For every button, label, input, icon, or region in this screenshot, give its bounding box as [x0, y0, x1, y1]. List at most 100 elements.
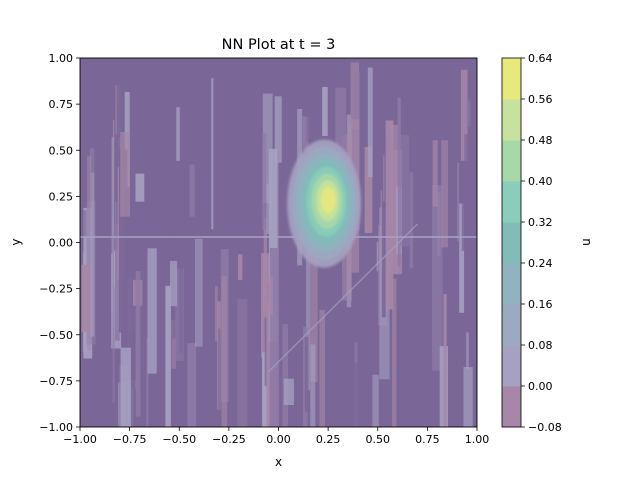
texture-band [266, 373, 272, 427]
colorbar-segment [502, 58, 521, 100]
texture-band [400, 134, 410, 247]
x-tick-label: 1.00 [465, 433, 490, 446]
x-tick-label: 0.25 [316, 433, 341, 446]
texture-band [461, 168, 470, 251]
x-tick-label: −0.50 [162, 433, 196, 446]
texture-band [268, 148, 278, 342]
texture-band [364, 147, 373, 234]
x-tick-label: −1.00 [63, 433, 97, 446]
y-tick-label: 0.25 [49, 190, 74, 203]
texture-band [274, 96, 282, 163]
texture-band [309, 200, 318, 383]
texture-band [120, 132, 131, 217]
texture-band [81, 264, 93, 332]
texture-band [127, 200, 133, 379]
texture-band [146, 337, 149, 427]
colorbar-segment [502, 140, 521, 182]
texture-band [237, 298, 248, 427]
colorbar-segment [502, 222, 521, 264]
texture-line [268, 223, 418, 373]
texture-band [171, 320, 177, 369]
texture-band [102, 222, 107, 339]
texture-band [282, 324, 289, 427]
texture-band [463, 367, 473, 427]
texture-band [456, 351, 462, 427]
texture-band [310, 344, 316, 427]
texture-band [187, 343, 197, 427]
texture-band [263, 218, 268, 296]
texture-band [254, 381, 258, 427]
texture-band [258, 145, 265, 211]
colorbar-tick-label: 0.40 [528, 175, 553, 188]
y-tick-label: 0.00 [49, 237, 74, 250]
texture-band [115, 201, 120, 341]
texture-band [179, 216, 183, 353]
colorbar-tick-label: 0.48 [528, 134, 553, 147]
x-tick-label: −0.75 [113, 433, 147, 446]
colorbar-segment [502, 386, 521, 428]
x-tick-label: 0.00 [266, 433, 291, 446]
texture-band [372, 374, 379, 427]
texture-band [466, 332, 469, 369]
texture-band [349, 362, 359, 427]
texture-band [435, 66, 441, 118]
y-tick-label: −0.75 [39, 375, 73, 388]
colorbar-segment [502, 263, 521, 305]
texture-band [283, 378, 294, 405]
texture-band [367, 67, 373, 178]
colorbar-segment [502, 345, 521, 387]
texture-band [254, 237, 260, 417]
texture-band [409, 172, 414, 269]
colorbar-label: u [579, 238, 593, 246]
texture-band [389, 124, 398, 274]
chart-title: NN Plot at t = 3 [222, 37, 336, 53]
texture-band [173, 181, 178, 251]
texture-band [114, 102, 119, 251]
texture-band [211, 78, 214, 230]
x-axis: −1.00 −0.75 −0.50 −0.25 0.00 0.25 0.50 0.75 1.00 [63, 427, 489, 446]
colorbar-tick-label: 0.24 [528, 257, 553, 270]
texture-band [170, 260, 178, 307]
colorbar-tick-label: 0.32 [528, 216, 553, 229]
texture-band [385, 120, 394, 310]
texture-band [413, 192, 425, 303]
texture-band [91, 103, 99, 173]
colorbar-tick-label: −0.08 [528, 421, 562, 434]
colorbar-tick-label: 0.64 [528, 52, 553, 65]
y-axis: −1.00 −0.75 −0.50 −0.25 0.00 0.25 0.50 0.75 1.00 [39, 52, 80, 434]
texture-band [90, 148, 95, 337]
texture-band [460, 69, 468, 161]
texture-band [262, 276, 273, 315]
x-tick-label: 0.50 [366, 433, 391, 446]
y-tick-label: 0.75 [49, 98, 74, 111]
y-tick-label: −1.00 [39, 421, 73, 434]
texture-band [432, 140, 438, 207]
texture-band [118, 149, 128, 333]
texture-band [221, 276, 228, 427]
texture-band [262, 133, 267, 231]
texture-band [135, 271, 141, 417]
texture-band [258, 73, 262, 169]
texture-band [392, 239, 403, 427]
colorbar-tick-label: 0.00 [528, 380, 553, 393]
texture-band [459, 203, 465, 313]
texture-band [392, 278, 397, 427]
texture-band [302, 116, 309, 150]
texture-band [466, 99, 471, 127]
texture-band [457, 162, 460, 242]
texture-band [319, 310, 325, 427]
y-tick-label: −0.50 [39, 329, 73, 342]
texture-band [165, 285, 171, 427]
colorbar-tick-label: 0.16 [528, 298, 553, 311]
contour-level [321, 186, 336, 214]
texture-band [432, 185, 443, 371]
texture-band [195, 238, 203, 347]
x-axis-label: x [275, 455, 282, 469]
texture-band [262, 353, 270, 427]
texture-band [269, 248, 280, 427]
texture-band [176, 107, 180, 161]
texture-band [443, 294, 447, 427]
texture-band [306, 252, 310, 391]
